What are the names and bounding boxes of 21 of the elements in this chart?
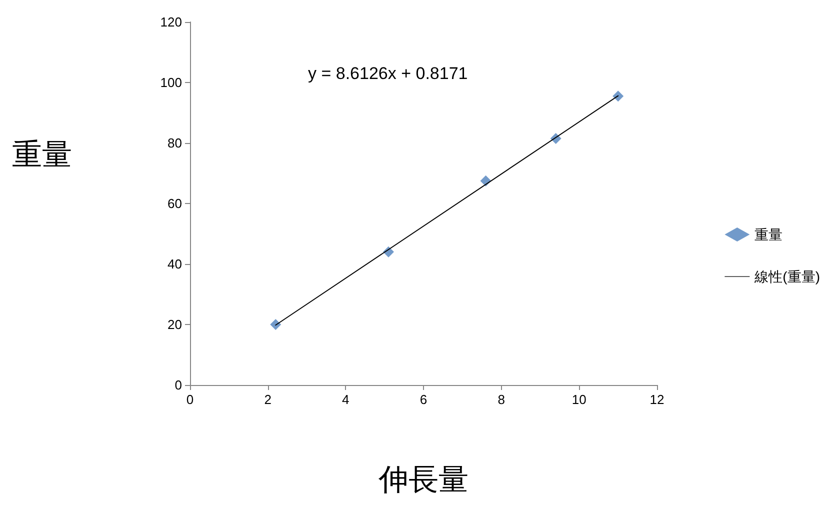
y-tick-label: 80	[168, 136, 182, 150]
x-tick-label: 4	[342, 392, 350, 407]
x-tick-label: 0	[186, 392, 194, 407]
x-tick-label: 12	[650, 392, 664, 407]
x-tick-label: 10	[572, 392, 586, 407]
y-tick-label: 20	[168, 317, 182, 332]
legend-label: 線性(重量)	[754, 268, 820, 284]
y-tick-label: 60	[168, 196, 182, 211]
y-tick-label: 0	[174, 378, 182, 392]
x-axis-title: 伸長量	[378, 464, 468, 496]
x-tick-label: 6	[420, 392, 428, 407]
y-axis-title: 重量	[12, 138, 72, 172]
annotation: y = 8.6126x + 0.8171	[308, 64, 468, 83]
y-tick-label: 100	[160, 75, 182, 90]
y-tick-label: 40	[168, 256, 182, 272]
legend-label: 重量	[754, 226, 783, 242]
x-tick-label: 2	[264, 392, 272, 407]
x-tick-label: 8	[498, 392, 505, 407]
point	[270, 319, 282, 330]
point	[612, 90, 624, 102]
y-tick-label: 120	[160, 14, 182, 30]
